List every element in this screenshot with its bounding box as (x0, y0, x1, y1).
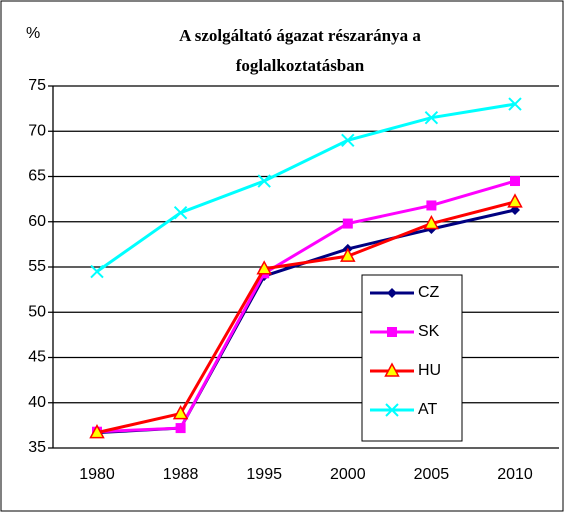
y-tick-label: 75 (28, 77, 46, 94)
y-tick-label: 60 (28, 213, 46, 230)
legend-label: AT (418, 401, 437, 418)
y-tick-label: 35 (28, 439, 46, 456)
marker (175, 423, 186, 434)
series-line (96, 102, 516, 273)
marker (426, 200, 437, 211)
chart-title: A szolgáltató ágazat részaránya a (179, 26, 421, 45)
series-line (96, 179, 516, 434)
legend-label: SK (418, 323, 440, 340)
marker (90, 264, 104, 279)
marker (342, 218, 353, 229)
x-tick-label: 2005 (414, 466, 450, 483)
x-tick-label: 1995 (246, 466, 282, 483)
marker (510, 176, 520, 187)
legend-label: HU (418, 362, 441, 379)
marker (508, 97, 522, 111)
marker (507, 193, 523, 208)
marker (385, 403, 399, 417)
marker (173, 205, 188, 220)
marker (387, 327, 397, 337)
y-tick-label: 65 (28, 168, 46, 185)
marker (384, 362, 400, 377)
y-tick-label: 55 (28, 258, 46, 275)
chart-title: foglalkoztatásban (236, 56, 365, 75)
x-tick-label: 1980 (79, 466, 115, 483)
marker (89, 424, 105, 439)
marker (340, 247, 356, 262)
marker (423, 214, 440, 230)
y-axis-label: % (26, 25, 40, 42)
marker (257, 174, 271, 188)
marker (172, 405, 189, 420)
y-tick-label: 40 (28, 394, 46, 411)
marker (256, 260, 272, 275)
series-line (96, 200, 516, 435)
marker (424, 110, 439, 125)
marker (341, 133, 355, 148)
y-tick-label: 70 (28, 122, 46, 139)
legend-box (361, 274, 463, 442)
y-tick-label: 45 (28, 349, 46, 366)
legend-label: CZ (418, 284, 440, 301)
x-tick-label: 1988 (163, 466, 199, 483)
y-tick-label: 50 (28, 303, 46, 320)
x-tick-label: 2000 (330, 466, 366, 483)
marker (387, 288, 397, 298)
x-tick-label: 2010 (497, 466, 533, 483)
